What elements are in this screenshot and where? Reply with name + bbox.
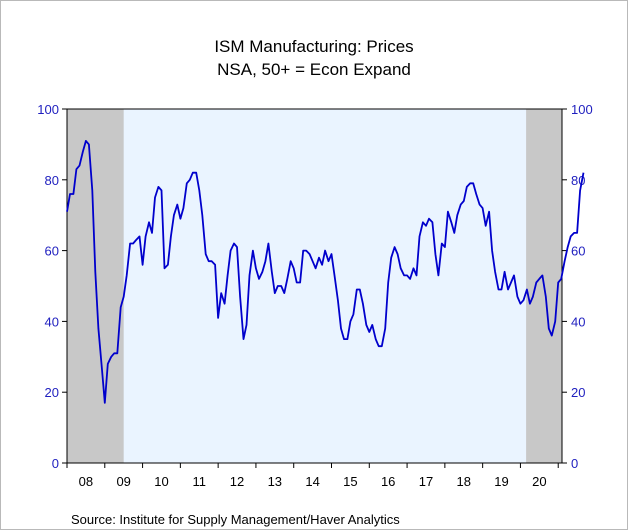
x-tick-label-09: 09 bbox=[116, 474, 130, 489]
x-tick-label-16: 16 bbox=[381, 474, 395, 489]
x-tick-label-15: 15 bbox=[343, 474, 357, 489]
y-tick-label-left-80: 80 bbox=[45, 173, 59, 188]
series-layer bbox=[66, 139, 585, 404]
y-tick-label-right-100: 100 bbox=[571, 102, 593, 117]
y-tick-label-right-60: 60 bbox=[571, 244, 585, 259]
chart-title: ISM Manufacturing: Prices bbox=[214, 37, 413, 56]
y-tick-label-left-40: 40 bbox=[45, 314, 59, 329]
y-tick-label-left-60: 60 bbox=[45, 244, 59, 259]
x-axis: 08 09 10 11 12 13 14 15 16 17 18 19 20 bbox=[66, 463, 559, 489]
x-tick-label-17: 17 bbox=[419, 474, 433, 489]
y-tick-label-left-0: 0 bbox=[52, 456, 59, 471]
x-tick-label-10: 10 bbox=[154, 474, 168, 489]
axes bbox=[66, 108, 563, 464]
x-tick-label-14: 14 bbox=[305, 474, 319, 489]
x-tick-label-12: 12 bbox=[230, 474, 244, 489]
plot-border bbox=[66, 108, 563, 464]
source-note: Source: Institute for Supply Management/… bbox=[71, 512, 400, 527]
x-tick-label-08: 08 bbox=[79, 474, 93, 489]
y-tick-label-right-0: 0 bbox=[571, 456, 578, 471]
plot-area bbox=[67, 109, 562, 463]
y-tick-label-left-100: 100 bbox=[37, 102, 59, 117]
y-axis-left: 0 20 40 60 80 100 bbox=[37, 102, 67, 471]
x-tick-label-19: 19 bbox=[494, 474, 508, 489]
y-tick-label-right-40: 40 bbox=[571, 314, 585, 329]
plot-background bbox=[67, 109, 562, 463]
series-line-0 bbox=[66, 139, 585, 404]
x-tick-label-11: 11 bbox=[193, 474, 207, 489]
y-tick-label-right-20: 20 bbox=[571, 385, 585, 400]
chart-subtitle: NSA, 50+ = Econ Expand bbox=[217, 60, 411, 79]
y-tick-label-left-20: 20 bbox=[45, 385, 59, 400]
x-tick-label-20: 20 bbox=[532, 474, 546, 489]
x-tick-label-13: 13 bbox=[268, 474, 282, 489]
x-tick-label-18: 18 bbox=[457, 474, 471, 489]
